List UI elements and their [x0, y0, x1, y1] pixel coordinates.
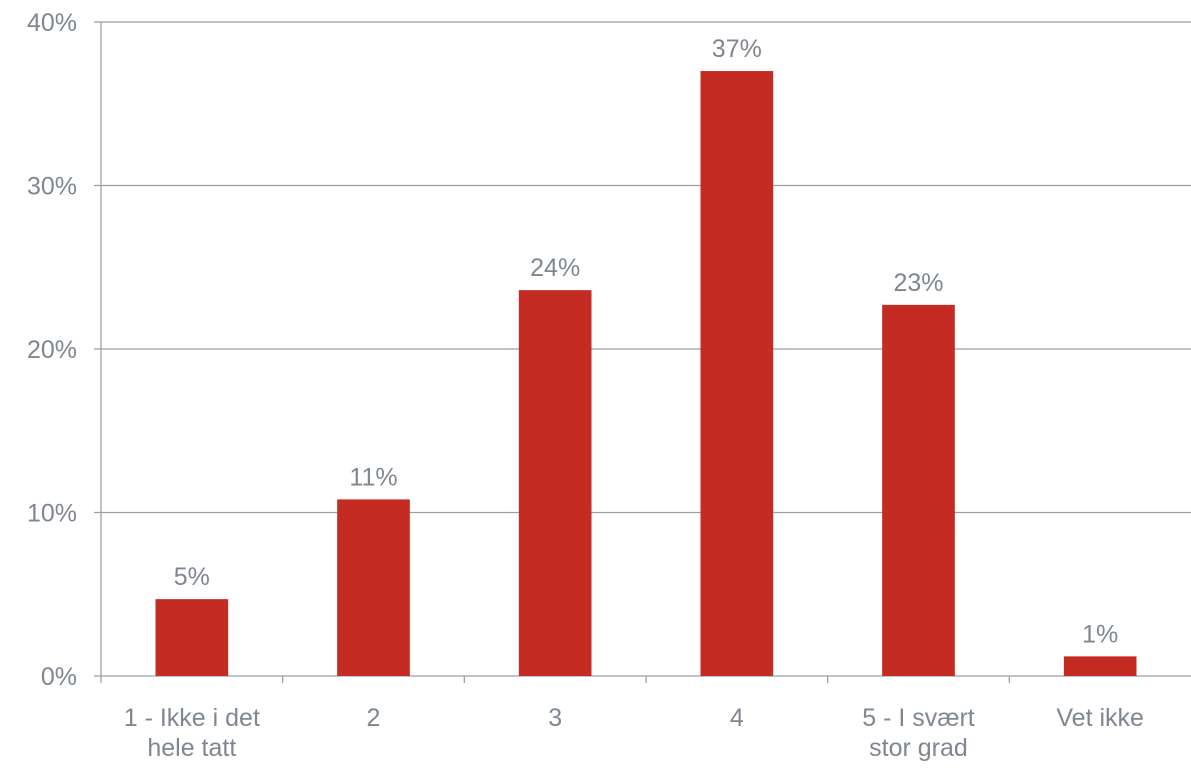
x-tick-label-line: 3	[548, 704, 562, 732]
x-tick-label-line: 1 - Ikke i det	[124, 704, 260, 732]
y-axis-tick-labels: 0% 10% 20% 30% 40%	[27, 9, 77, 691]
data-label: 1%	[1082, 620, 1118, 648]
x-tick-label: Vet ikke	[1056, 704, 1144, 732]
x-tick-label-line: Vet ikke	[1056, 704, 1144, 732]
y-tick-label: 10%	[27, 500, 77, 528]
x-tick-label-line: hele tatt	[147, 734, 236, 762]
bar	[1063, 656, 1137, 676]
x-tick-label: 2	[367, 704, 381, 732]
x-tick-label: 1 - Ikke i det hele tatt	[124, 704, 260, 762]
bar	[700, 71, 774, 677]
bars	[155, 71, 1137, 677]
y-tick-label: 30%	[27, 173, 77, 201]
data-labels: 5% 11% 24% 37% 23% 1%	[174, 35, 1118, 648]
axes	[94, 21, 1191, 683]
y-tick-label: 20%	[27, 336, 77, 364]
x-tick-label-line: 5 - I svært	[862, 704, 975, 732]
gridlines	[101, 21, 1191, 514]
data-label: 5%	[174, 563, 210, 591]
x-axis-tick-labels: 1 - Ikke i det hele tatt 2 3 4 5 - I svært sto…	[124, 704, 1144, 762]
data-label: 23%	[893, 269, 943, 297]
y-tick-label: 40%	[27, 9, 77, 37]
bar	[518, 290, 592, 676]
bar	[337, 499, 410, 676]
y-tick-label: 0%	[41, 663, 77, 691]
x-tick-label: 4	[730, 704, 744, 732]
bar	[155, 599, 229, 676]
bar	[882, 304, 955, 676]
x-tick-label-line: 2	[367, 704, 381, 732]
x-tick-label: 5 - I svært stor grad	[862, 704, 975, 762]
x-tick-label-line: 4	[730, 704, 744, 732]
data-label: 37%	[712, 35, 762, 63]
x-tick-label-line: stor grad	[869, 734, 968, 762]
data-label: 11%	[349, 463, 397, 491]
data-label: 24%	[530, 254, 580, 282]
x-tick-label: 3	[548, 704, 562, 732]
